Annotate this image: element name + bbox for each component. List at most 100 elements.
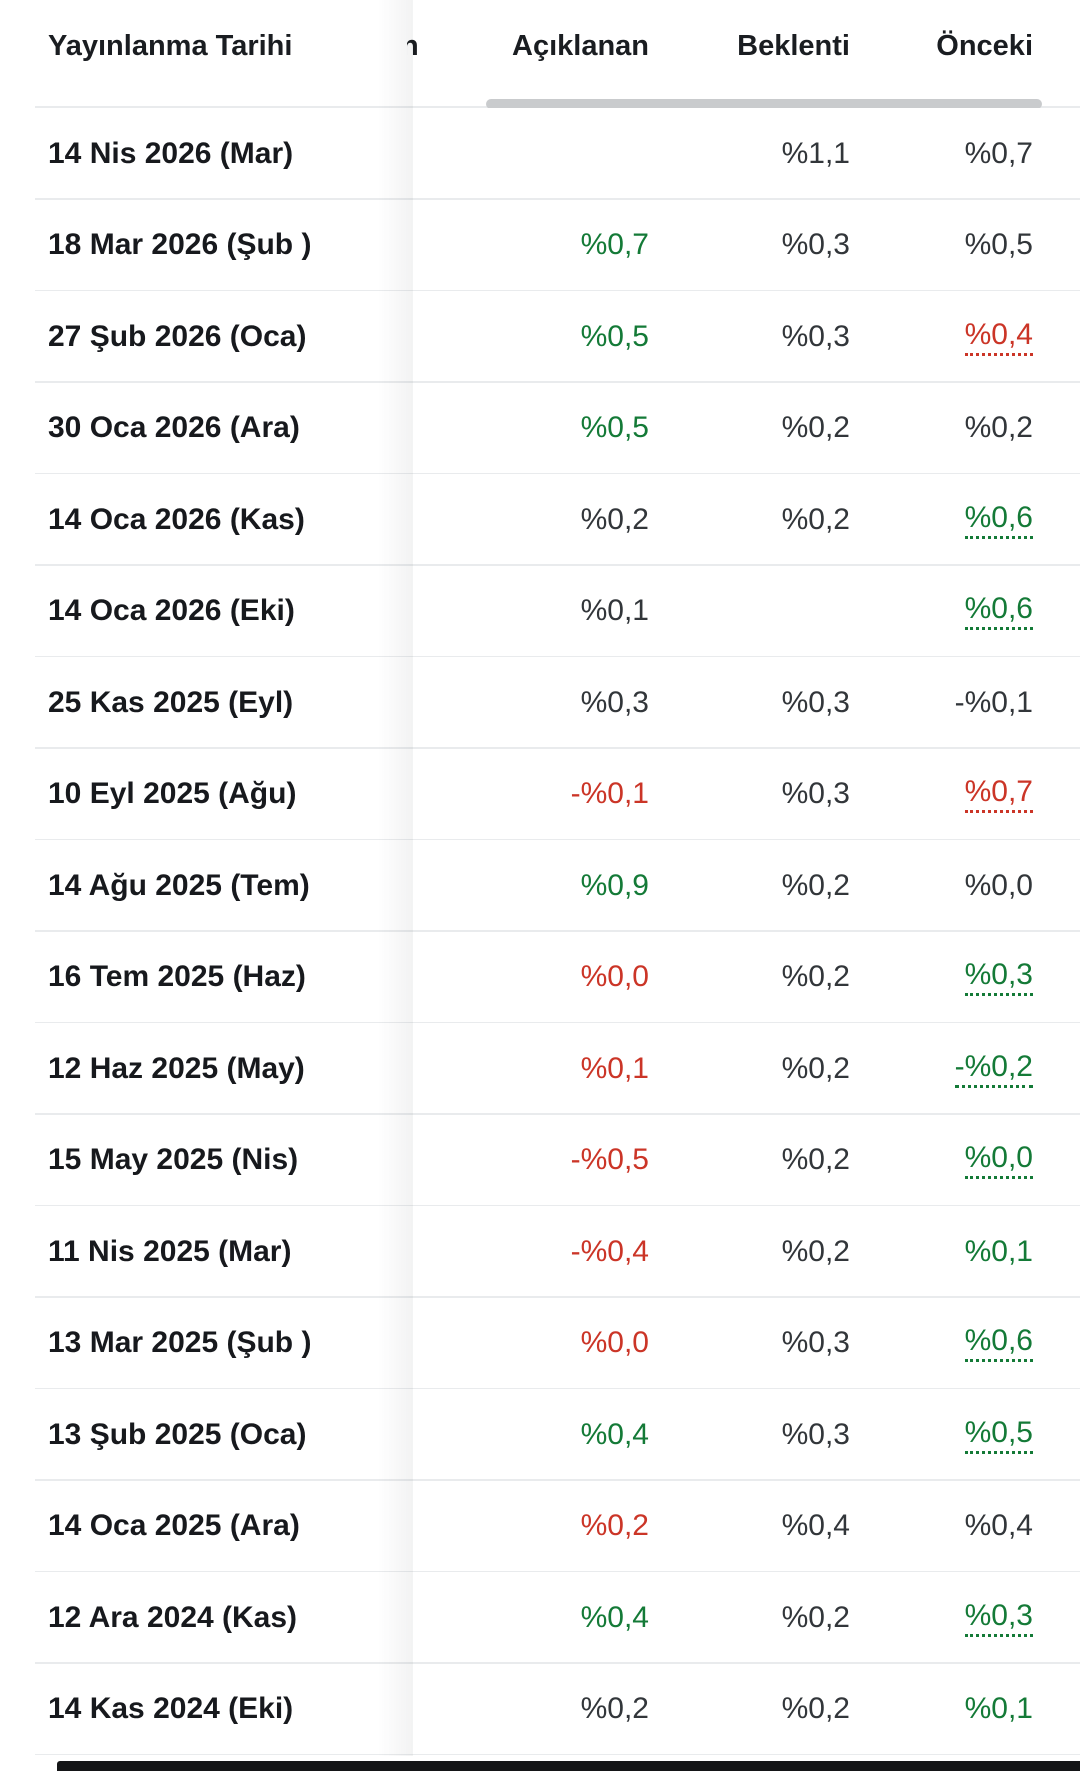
- table-row[interactable]: 14 Oca 2025 (Ara) %0,2 %0,4 %0,4: [0, 1480, 1080, 1572]
- table-row[interactable]: 14 Oca 2026 (Eki) %0,1 %0,6: [0, 565, 1080, 657]
- actual-cell: %0,2: [412, 1509, 649, 1543]
- table-row[interactable]: 14 Ağu 2025 (Tem) %0,9 %0,2 %0,0: [0, 840, 1080, 932]
- forecast-value: %0,2: [781, 1234, 850, 1268]
- previous-value[interactable]: %0,3: [964, 1599, 1033, 1637]
- actual-value: %0,0: [580, 1326, 649, 1360]
- forecast-cell: %0,2: [649, 869, 850, 903]
- forecast-cell: %0,2: [649, 1143, 850, 1177]
- previous-value[interactable]: %0,6: [964, 1324, 1033, 1363]
- table-row[interactable]: 27 Şub 2026 (Oca) %0,5 %0,3 %0,4: [0, 291, 1080, 383]
- previous-value[interactable]: %0,6: [964, 501, 1033, 539]
- previous-value: %0,0: [964, 868, 1033, 902]
- table-row[interactable]: 12 Haz 2025 (May) %0,1 %0,2 -%0,2: [0, 1023, 1080, 1115]
- publish-date-cell: 14 Nis 2026 (Mar): [48, 136, 294, 170]
- previous-value: %0,1: [964, 1692, 1033, 1726]
- actual-cell: %0,4: [412, 1418, 649, 1452]
- table-row[interactable]: 25 Kas 2025 (Eyl) %0,3 %0,3 -%0,1: [0, 657, 1080, 749]
- publish-date-cell: 10 Eyl 2025 (Ağu): [48, 777, 297, 811]
- previous-cell: %0,2: [850, 411, 1033, 445]
- actual-value: %0,7: [580, 228, 649, 262]
- previous-cell: %0,1: [850, 1235, 1033, 1269]
- publish-date-cell: 12 Haz 2025 (May): [48, 1051, 305, 1085]
- forecast-value: %0,2: [781, 960, 850, 994]
- table-row[interactable]: 11 Nis 2025 (Mar) -%0,4 %0,2 %0,1: [0, 1206, 1080, 1298]
- table-row[interactable]: 30 Oca 2026 (Ara) %0,5 %0,2 %0,2: [0, 382, 1080, 474]
- table-row[interactable]: 14 Nis 2026 (Mar) %1,1 %0,7: [0, 108, 1080, 200]
- previous-value: -%0,1: [954, 685, 1033, 719]
- actual-value: %0,5: [580, 411, 649, 445]
- previous-cell: %0,4: [850, 318, 1033, 356]
- actual-cell: -%0,5: [412, 1143, 649, 1177]
- actual-cell: -%0,1: [412, 777, 649, 811]
- table-row[interactable]: 13 Mar 2025 (Şub ) %0,0 %0,3 %0,6: [0, 1297, 1080, 1389]
- actual-value: %0,5: [580, 319, 649, 353]
- previous-value: %0,2: [964, 411, 1033, 445]
- table-row[interactable]: 14 Oca 2026 (Kas) %0,2 %0,2 %0,6: [0, 474, 1080, 566]
- previous-cell: %0,1: [850, 1692, 1033, 1726]
- previous-value[interactable]: %0,4: [964, 318, 1033, 356]
- actual-value: %0,3: [580, 685, 649, 719]
- previous-cell: %0,7: [850, 137, 1033, 171]
- previous-value[interactable]: %0,3: [964, 958, 1033, 997]
- previous-cell: %0,7: [850, 775, 1033, 814]
- actual-cell: %0,5: [412, 320, 649, 354]
- actual-value: %0,2: [580, 1509, 649, 1543]
- actual-value: %0,1: [580, 1051, 649, 1085]
- actual-value: -%0,4: [570, 1234, 649, 1268]
- forecast-cell: %0,2: [649, 411, 850, 445]
- previous-value[interactable]: %0,7: [964, 775, 1033, 814]
- publish-date-cell: 27 Şub 2026 (Oca): [48, 319, 307, 353]
- forecast-cell: %0,3: [649, 1418, 850, 1452]
- publish-date-cell: 18 Mar 2026 (Şub ): [48, 228, 312, 262]
- column-header-publish-date: Yayınlanma Tarihi: [48, 30, 293, 62]
- publish-date-cell: 15 May 2025 (Nis): [48, 1143, 299, 1177]
- forecast-cell: %0,2: [649, 1235, 850, 1269]
- publish-date-cell: 14 Kas 2024 (Eki): [48, 1692, 294, 1726]
- forecast-value: %1,1: [781, 136, 850, 170]
- horizontal-scrollbar-thumb[interactable]: [486, 99, 1042, 109]
- previous-cell: %0,0: [850, 869, 1033, 903]
- previous-cell: %0,0: [850, 1141, 1033, 1180]
- table-row[interactable]: 18 Mar 2026 (Şub ) %0,7 %0,3 %0,5: [0, 199, 1080, 291]
- table-row[interactable]: 14 Kas 2024 (Eki) %0,2 %0,2 %0,1: [0, 1663, 1080, 1755]
- previous-value[interactable]: %0,6: [964, 592, 1033, 631]
- table-row[interactable]: 13 Şub 2025 (Oca) %0,4 %0,3 %0,5: [0, 1389, 1080, 1481]
- publish-date-cell: 14 Ağu 2025 (Tem): [48, 868, 310, 902]
- actual-cell: %0,1: [412, 1052, 649, 1086]
- previous-cell: %0,6: [850, 501, 1033, 539]
- forecast-value: %0,2: [781, 1600, 850, 1634]
- forecast-cell: %0,2: [649, 960, 850, 994]
- actual-value: -%0,1: [570, 777, 649, 811]
- publish-date-cell: 14 Oca 2025 (Ara): [48, 1509, 300, 1543]
- forecast-value: %0,2: [781, 1051, 850, 1085]
- previous-cell: %0,5: [850, 1416, 1033, 1454]
- previous-cell: %0,3: [850, 958, 1033, 997]
- previous-value: %0,5: [964, 228, 1033, 262]
- previous-value[interactable]: -%0,2: [954, 1050, 1033, 1088]
- forecast-cell: %1,1: [649, 137, 850, 171]
- previous-cell: -%0,2: [850, 1050, 1033, 1088]
- forecast-value: %0,3: [781, 319, 850, 353]
- actual-value: %0,2: [580, 502, 649, 536]
- actual-value: %0,1: [580, 594, 649, 628]
- table-row[interactable]: 16 Tem 2025 (Haz) %0,0 %0,2 %0,3: [0, 931, 1080, 1023]
- forecast-cell: %0,2: [649, 1052, 850, 1086]
- publish-date-cell: 12 Ara 2024 (Kas): [48, 1600, 298, 1634]
- previous-cell: %0,6: [850, 592, 1033, 631]
- column-header-previous: Önceki: [936, 30, 1033, 62]
- previous-value: %0,4: [964, 1509, 1033, 1543]
- previous-cell: %0,6: [850, 1324, 1033, 1363]
- table-row[interactable]: 15 May 2025 (Nis) -%0,5 %0,2 %0,0: [0, 1114, 1080, 1206]
- actual-cell: -%0,4: [412, 1235, 649, 1269]
- actual-cell: %0,4: [412, 1601, 649, 1635]
- column-header-forecast: Beklenti: [737, 30, 850, 62]
- table-row[interactable]: 12 Ara 2024 (Kas) %0,4 %0,2 %0,3: [0, 1572, 1080, 1664]
- previous-value[interactable]: %0,5: [964, 1416, 1033, 1454]
- table-row[interactable]: 10 Eyl 2025 (Ağu) -%0,1 %0,3 %0,7: [0, 748, 1080, 840]
- forecast-cell: %0,2: [649, 503, 850, 537]
- previous-value[interactable]: %0,0: [964, 1141, 1033, 1180]
- forecast-cell: %0,3: [649, 1326, 850, 1360]
- truncated-column-header-fragment: n: [401, 30, 419, 62]
- actual-value: %0,4: [580, 1600, 649, 1634]
- table-body: 14 Nis 2026 (Mar) %1,1 %0,7 18 Mar 2026 …: [0, 108, 1080, 1755]
